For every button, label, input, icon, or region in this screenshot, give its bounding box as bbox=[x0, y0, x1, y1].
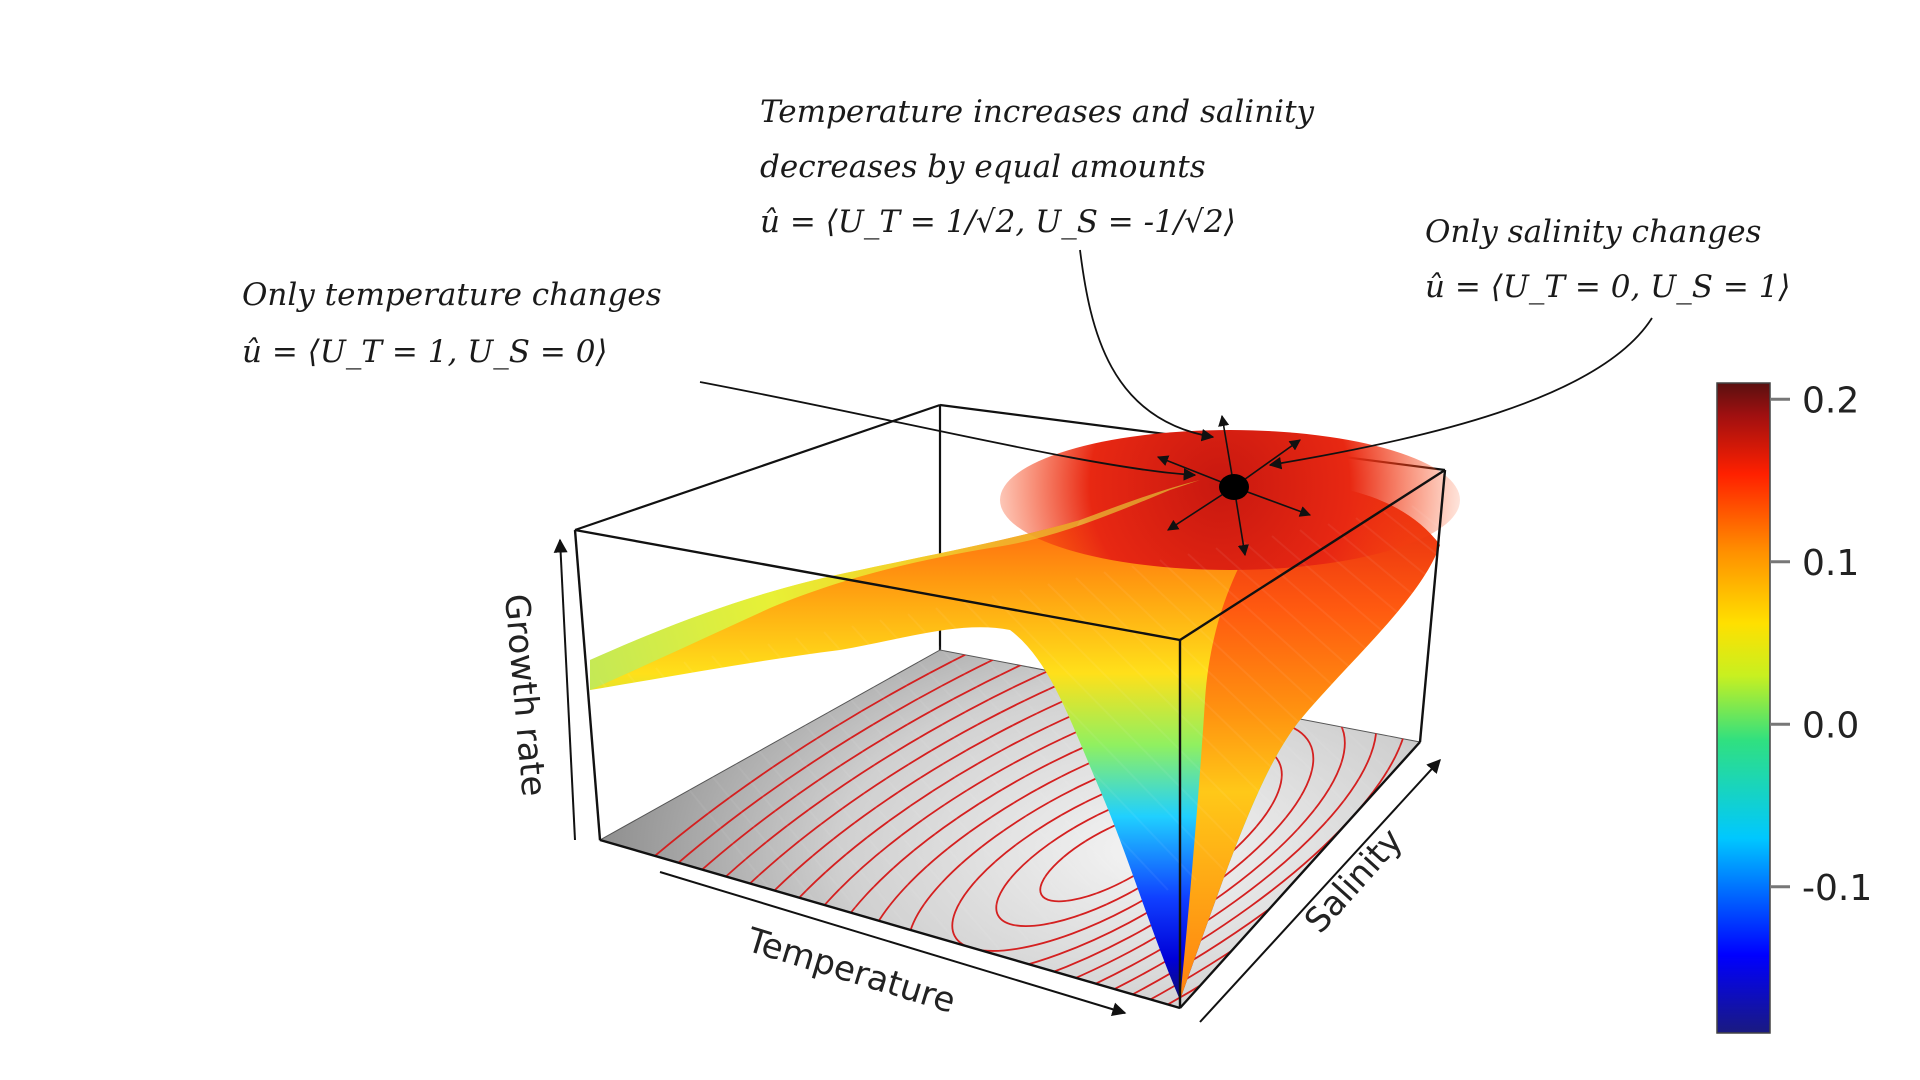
surface-sheen-line bbox=[1103, 571, 1365, 821]
contour-line bbox=[600, 650, 1420, 1008]
z-axis-arrow bbox=[553, 538, 576, 841]
surface-sheen-line bbox=[599, 679, 861, 1001]
surface-sheen-line bbox=[1047, 583, 1309, 841]
surface-sheen-line bbox=[1075, 577, 1337, 831]
peak-point-group bbox=[1156, 414, 1312, 557]
surface-sheen-line bbox=[879, 619, 1141, 901]
surface-sheen-line bbox=[1383, 511, 1645, 721]
annotation-temperature-line2: û = ⟨U_T = 1, U_S = 0⟩ bbox=[242, 334, 608, 370]
surface-sheen-line bbox=[1215, 547, 1477, 781]
surface-sheen-line bbox=[851, 625, 1113, 911]
contour-line bbox=[600, 650, 1420, 1008]
surface-sheen-line bbox=[907, 613, 1169, 891]
surface-sheen-line bbox=[1355, 517, 1617, 731]
leader-temperature bbox=[699, 381, 1197, 481]
surface-sheen-line bbox=[655, 667, 917, 981]
annotation-temperature-line1: Only temperature changes bbox=[242, 277, 662, 313]
leader-salinity bbox=[1268, 317, 1653, 470]
surface-sheen-line bbox=[823, 631, 1085, 921]
annotation-equal-line2: decreases by equal amounts bbox=[760, 149, 1206, 185]
box-front-edges bbox=[573, 468, 1447, 1010]
surface-sheen-line bbox=[1159, 559, 1421, 801]
surface-sheen-line bbox=[711, 655, 973, 961]
colorbar-gradient bbox=[1716, 382, 1771, 1034]
annotation-equal-line3: û = ⟨U_T = 1/√2, U_S = -1/√2⟩ bbox=[760, 204, 1236, 240]
surface-sheen-line bbox=[683, 661, 945, 971]
surface-sheen-line bbox=[1187, 553, 1449, 791]
annotation-salinity-only: Only salinity changes û = ⟨U_T = 0, U_S … bbox=[1425, 214, 1791, 305]
axis-arrows bbox=[553, 538, 1441, 1023]
surface-peak bbox=[1000, 430, 1460, 570]
annotation-salinity-line1: Only salinity changes bbox=[1425, 214, 1761, 250]
surface-right-slope bbox=[1180, 482, 1440, 1000]
contour-line bbox=[600, 650, 1420, 1008]
surface-sheen-line bbox=[739, 649, 1001, 951]
z-axis-label: Growth rate bbox=[496, 592, 554, 798]
surface-sheen-line bbox=[1327, 523, 1589, 741]
leader-equal bbox=[1079, 249, 1215, 442]
surface-sheen-line bbox=[1411, 505, 1673, 711]
surface-sheen-line bbox=[1271, 535, 1533, 761]
surface-sheen-line bbox=[795, 637, 1057, 931]
annotation-leaders bbox=[699, 249, 1653, 481]
contour-line bbox=[600, 650, 1420, 1008]
surface-left-top bbox=[590, 480, 1200, 690]
surface-sheen-line bbox=[1019, 589, 1281, 851]
surface-sheen-line bbox=[991, 595, 1253, 861]
surface-sheen-line bbox=[1243, 541, 1505, 771]
colorbar-tick-label: 0.1 bbox=[1802, 543, 1859, 584]
colorbar: 0.2 0.1 0.0 -0.1 bbox=[1716, 380, 1872, 1034]
peak-point bbox=[1219, 474, 1249, 500]
annotation-equal-line1: Temperature increases and salinity bbox=[760, 94, 1315, 130]
colorbar-tick-label: -0.1 bbox=[1802, 868, 1872, 909]
surface-sheen-line bbox=[767, 643, 1029, 941]
annotation-salinity-line2: û = ⟨U_T = 0, U_S = 1⟩ bbox=[1425, 269, 1791, 305]
y-axis-arrow bbox=[1199, 758, 1441, 1023]
colorbar-tick-label: 0.0 bbox=[1802, 705, 1859, 746]
contour-line bbox=[643, 650, 1420, 1008]
annotation-equal-amounts: Temperature increases and salinity decre… bbox=[760, 94, 1315, 240]
surface-sheen-line bbox=[1131, 565, 1393, 811]
colorbar-tick-label: 0.2 bbox=[1802, 380, 1859, 421]
surface-sheen-line bbox=[627, 673, 889, 991]
annotation-temperature-only: Only temperature changes û = ⟨U_T = 1, U… bbox=[242, 277, 662, 370]
surface-sheen-line bbox=[935, 607, 1197, 881]
x-axis-arrow bbox=[659, 871, 1127, 1017]
